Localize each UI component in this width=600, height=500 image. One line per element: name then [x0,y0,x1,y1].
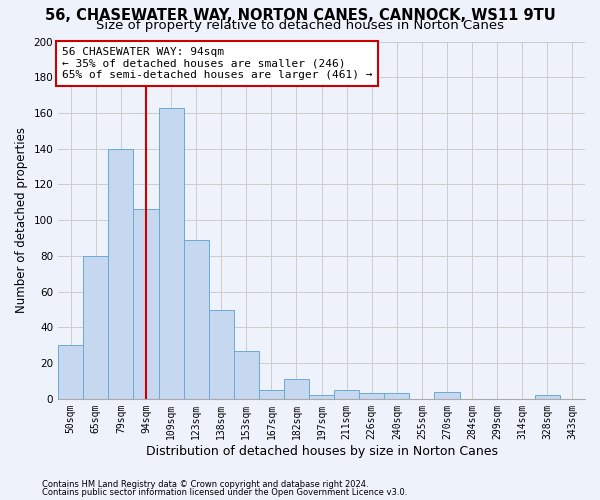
Bar [434,392,460,399]
Text: 56 CHASEWATER WAY: 94sqm
← 35% of detached houses are smaller (246)
65% of semi-: 56 CHASEWATER WAY: 94sqm ← 35% of detach… [62,47,373,80]
Bar [359,394,385,399]
Bar [334,390,359,399]
Bar [234,350,259,399]
Y-axis label: Number of detached properties: Number of detached properties [15,127,28,313]
Bar [535,396,560,399]
X-axis label: Distribution of detached houses by size in Norton Canes: Distribution of detached houses by size … [146,444,497,458]
Bar [133,210,158,399]
Bar [259,390,284,399]
Bar [284,379,309,399]
Bar [309,396,334,399]
Bar [83,256,109,399]
Bar [158,108,184,399]
Bar [385,394,409,399]
Text: Contains public sector information licensed under the Open Government Licence v3: Contains public sector information licen… [42,488,407,497]
Bar [209,310,234,399]
Text: 56, CHASEWATER WAY, NORTON CANES, CANNOCK, WS11 9TU: 56, CHASEWATER WAY, NORTON CANES, CANNOC… [44,8,556,22]
Bar [109,148,133,399]
Text: Contains HM Land Registry data © Crown copyright and database right 2024.: Contains HM Land Registry data © Crown c… [42,480,368,489]
Text: Size of property relative to detached houses in Norton Canes: Size of property relative to detached ho… [96,19,504,32]
Bar [58,345,83,399]
Bar [184,240,209,399]
